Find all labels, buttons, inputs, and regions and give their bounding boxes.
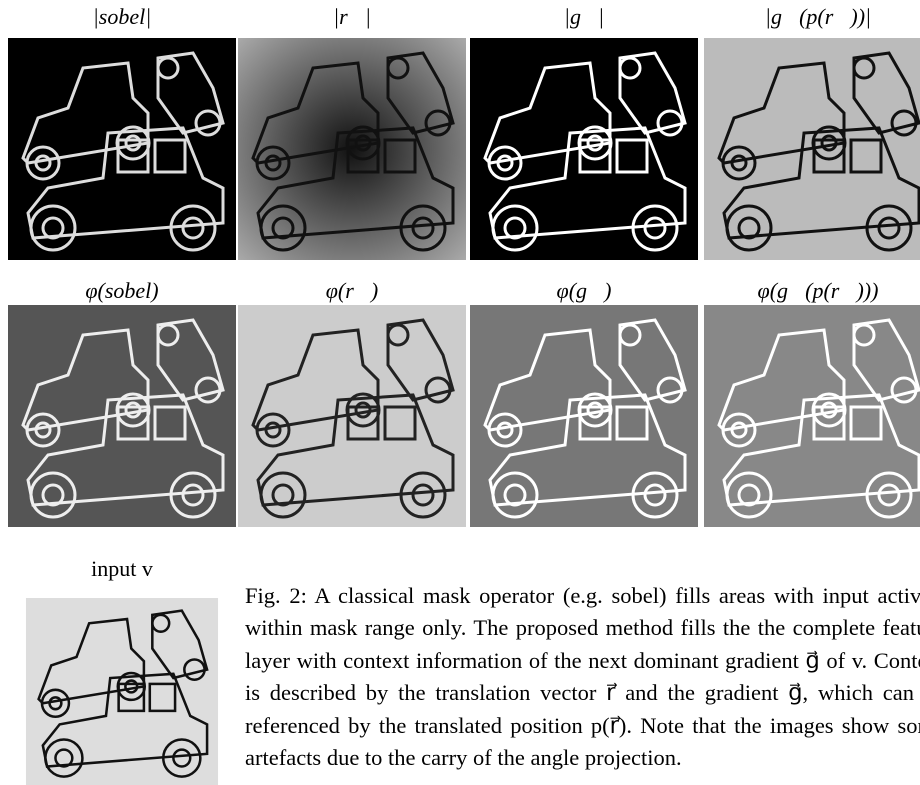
panel-label: |sobel| xyxy=(8,4,236,30)
panel-image xyxy=(470,38,698,260)
image-art xyxy=(8,598,236,785)
panel-label: φ(g⃗(p(r⃗))) xyxy=(704,278,920,304)
page: |sobel| |r⃗| |g⃗| xyxy=(0,0,920,785)
panel-label: |g⃗| xyxy=(470,4,698,30)
panel-label: φ(sobel) xyxy=(8,278,236,304)
caption: Fig. 2: A classical mask operator (e.g. … xyxy=(245,580,920,785)
panel-image xyxy=(238,305,466,527)
panel-image xyxy=(238,38,466,260)
image-art xyxy=(704,38,920,260)
image-art xyxy=(704,305,920,527)
panel-label: φ(g⃗) xyxy=(470,278,698,304)
image-art xyxy=(470,38,698,260)
image-art xyxy=(8,38,236,260)
panel-image xyxy=(704,38,920,260)
panel-image xyxy=(8,305,236,527)
panel-image xyxy=(8,38,236,260)
panel-label: φ(r⃗) xyxy=(238,278,466,304)
image-art xyxy=(8,305,236,527)
image-art xyxy=(470,305,698,527)
input-image xyxy=(8,598,236,785)
panel-label: |g⃗(p(r⃗))| xyxy=(704,4,920,30)
panel-image xyxy=(704,305,920,527)
image-art xyxy=(238,305,466,527)
panel-image xyxy=(470,305,698,527)
panel-label: |r⃗| xyxy=(238,4,466,30)
image-art xyxy=(238,38,466,260)
input-label: input v xyxy=(8,556,236,582)
